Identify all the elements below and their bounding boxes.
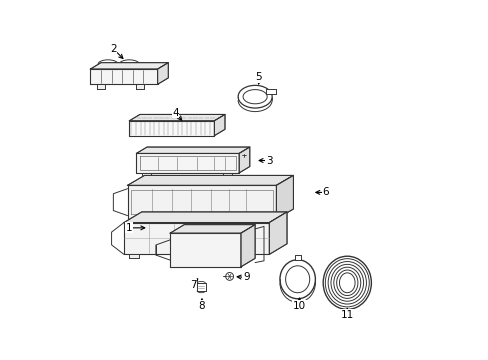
- Text: 2: 2: [110, 44, 122, 58]
- Text: 4: 4: [172, 108, 182, 120]
- Polygon shape: [251, 219, 262, 224]
- Text: 1: 1: [126, 223, 144, 233]
- Polygon shape: [136, 84, 144, 89]
- Polygon shape: [129, 114, 224, 121]
- Polygon shape: [214, 114, 224, 136]
- Polygon shape: [269, 212, 286, 255]
- Polygon shape: [223, 173, 232, 177]
- Polygon shape: [127, 175, 293, 185]
- Polygon shape: [127, 185, 276, 219]
- Polygon shape: [157, 63, 168, 84]
- Polygon shape: [133, 219, 143, 224]
- Text: 11: 11: [340, 309, 353, 320]
- Polygon shape: [241, 225, 255, 267]
- Polygon shape: [90, 69, 157, 84]
- Text: 6: 6: [315, 188, 328, 197]
- Text: 10: 10: [292, 298, 305, 311]
- Polygon shape: [184, 255, 194, 258]
- Text: 8: 8: [198, 299, 205, 311]
- Polygon shape: [239, 147, 249, 173]
- Polygon shape: [142, 173, 150, 177]
- Text: 5: 5: [255, 72, 262, 84]
- Polygon shape: [170, 233, 241, 267]
- Text: 3: 3: [259, 156, 272, 166]
- Polygon shape: [124, 222, 269, 255]
- Polygon shape: [129, 255, 139, 258]
- Text: 9: 9: [237, 273, 249, 283]
- Polygon shape: [129, 121, 214, 136]
- Polygon shape: [241, 255, 250, 258]
- Polygon shape: [191, 219, 202, 224]
- Polygon shape: [136, 147, 249, 153]
- Polygon shape: [197, 283, 205, 291]
- Polygon shape: [136, 153, 239, 173]
- Polygon shape: [294, 255, 300, 260]
- Polygon shape: [124, 212, 286, 222]
- Polygon shape: [276, 175, 293, 219]
- Polygon shape: [90, 63, 168, 69]
- Polygon shape: [266, 89, 276, 94]
- Polygon shape: [170, 225, 255, 233]
- Text: 7: 7: [189, 279, 197, 289]
- Polygon shape: [97, 84, 105, 89]
